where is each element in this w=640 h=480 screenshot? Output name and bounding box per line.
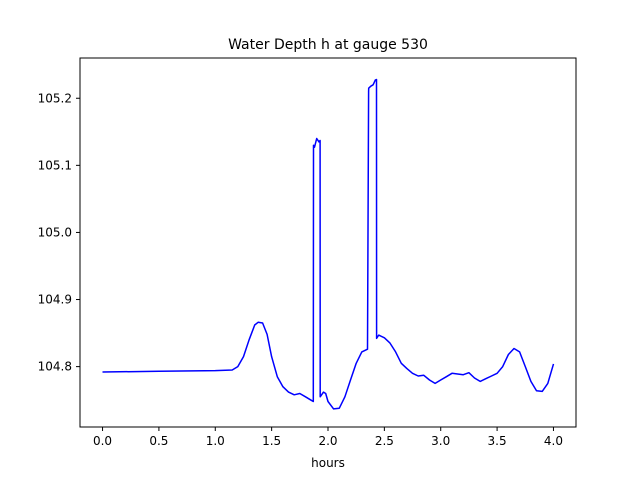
x-tick-label: 3.0 bbox=[431, 434, 450, 448]
chart-title: Water Depth h at gauge 530 bbox=[228, 37, 428, 53]
x-tick-label: 4.0 bbox=[544, 434, 563, 448]
x-tick-label: 0.0 bbox=[93, 434, 112, 448]
x-axis-label: hours bbox=[311, 456, 345, 470]
y-tick-label: 104.9 bbox=[38, 293, 72, 307]
y-tick-label: 105.1 bbox=[38, 158, 72, 172]
y-tick-label: 105.2 bbox=[38, 91, 72, 105]
y-tick-label: 104.8 bbox=[38, 360, 72, 374]
y-axis: 104.8 104.9 105.0 105.1 105.2 bbox=[38, 91, 80, 374]
y-tick-label: 105.0 bbox=[38, 225, 72, 239]
x-tick-label: 0.5 bbox=[149, 434, 168, 448]
series-line bbox=[102, 78, 555, 410]
x-tick-label: 2.0 bbox=[318, 434, 337, 448]
x-axis: 0.0 0.5 1.0 1.5 2.0 2.5 3.0 3.5 4.0 bbox=[93, 427, 563, 448]
x-tick-label: 1.0 bbox=[206, 434, 225, 448]
x-tick-label: 3.5 bbox=[488, 434, 507, 448]
x-tick-label: 2.5 bbox=[375, 434, 394, 448]
x-tick-label: 1.5 bbox=[262, 434, 281, 448]
